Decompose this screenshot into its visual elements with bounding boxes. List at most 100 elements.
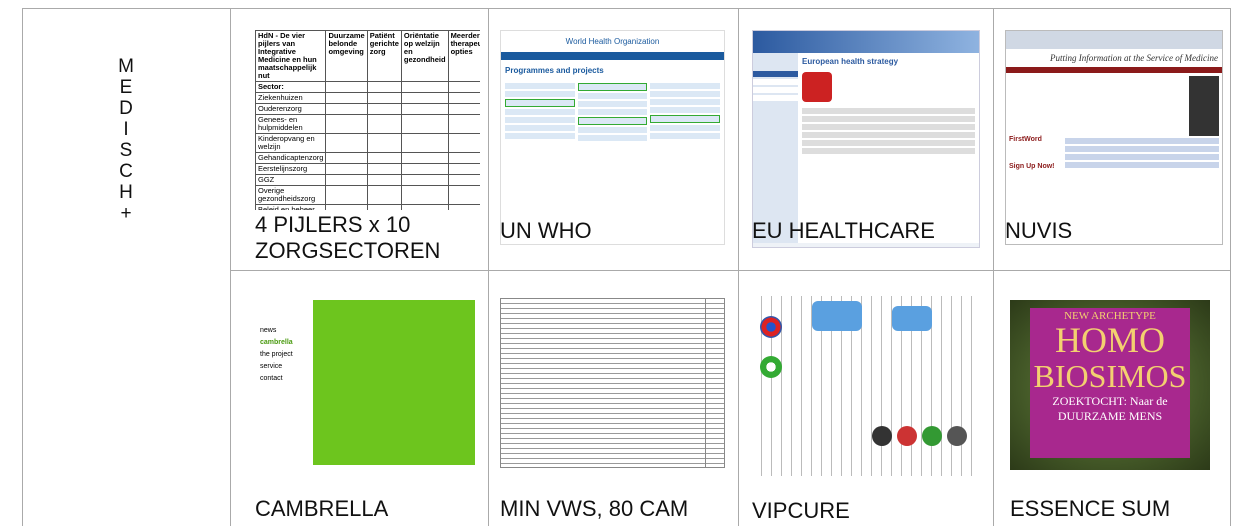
thumb-text: FirstWord: [1009, 136, 1042, 143]
row: Genees- en hulpmiddelen: [255, 114, 480, 134]
thumb-text: contact: [260, 375, 283, 382]
row-label: Ziekenhuizen: [255, 92, 327, 104]
caption: UN WHO: [500, 218, 592, 243]
empty-cell: [325, 204, 368, 210]
side-letter: +: [120, 203, 132, 224]
empty-cell: [325, 103, 368, 115]
empty-cell: [400, 204, 449, 210]
row-label: Gehandicaptenzorg: [255, 152, 327, 164]
empty-cell: [366, 133, 402, 153]
caption: VIPCURE: [752, 498, 850, 523]
pillar-table: HdN - De vier pijlers van Integrative Me…: [255, 30, 480, 210]
section-cell: Sector:: [255, 81, 327, 93]
empty-cell: [400, 174, 449, 186]
thumb-text: service: [260, 363, 283, 370]
side-letter: I: [123, 119, 129, 140]
row-label: Kinderopvang en welzijn: [255, 133, 327, 153]
row: Beleid en beheer: [255, 204, 480, 210]
border: [230, 8, 231, 526]
empty-cell: [447, 114, 480, 134]
row-label: Overige gezondheidszorg: [255, 185, 327, 205]
empty-cell: [366, 92, 402, 104]
row-label: Ouderenzorg: [255, 103, 327, 115]
empty-cell: [400, 163, 449, 175]
thumb-text: HOMO: [1054, 320, 1165, 360]
side-letter: E: [119, 77, 133, 98]
thumb-text: BIOSIMOS: [1033, 358, 1187, 394]
thumbnail: European health strategy: [752, 30, 980, 248]
empty-cell: [366, 81, 402, 93]
border: [993, 8, 994, 526]
empty-cell: [447, 152, 480, 164]
header-row: HdN - De vier pijlers van Integrative Me…: [255, 30, 480, 82]
side-label: M E D I S C H +: [22, 8, 230, 270]
empty-cell: [325, 81, 368, 93]
thumb-text: ZOEKTOCHT: Naar de: [1052, 394, 1168, 408]
thumbnail: HdN - De vier pijlers van Integrative Me…: [255, 30, 480, 210]
row-label: Eerstelijnszorg: [255, 163, 327, 175]
thumb-text: NEW ARCHETYPE: [1064, 310, 1156, 322]
empty-cell: [366, 114, 402, 134]
side-letter: M: [118, 56, 134, 77]
row: GGZ: [255, 174, 480, 186]
thumb-heading: Programmes and projects: [505, 66, 604, 75]
thumb-heading: Putting Information at the Service of Me…: [1050, 53, 1218, 63]
thumb-text: cambrella: [260, 339, 293, 346]
thumbnail: [752, 296, 978, 476]
caption: EU HEALTHCARE: [752, 218, 935, 243]
row-label: Beleid en beheer: [255, 204, 327, 210]
caption: CAMBRELLA: [255, 496, 389, 521]
thumbnail: Putting Information at the Service of Me…: [1005, 30, 1223, 245]
border: [738, 8, 739, 526]
header-cell: Patiënt gerichte zorg: [366, 30, 402, 82]
row-label: Genees- en hulpmiddelen: [255, 114, 327, 134]
thumbnail: NEW ARCHETYPE HOMO BIOSIMOS ZOEKTOCHT: N…: [1010, 300, 1210, 470]
caption: NUVIS: [1005, 218, 1073, 243]
empty-cell: [325, 92, 368, 104]
empty-cell: [325, 133, 368, 153]
border: [488, 8, 489, 526]
row: Kinderopvang en welzijn: [255, 133, 480, 153]
header-cell: Duurzame belonde omgeving: [325, 30, 368, 82]
border: [230, 270, 1230, 271]
empty-cell: [366, 185, 402, 205]
row: Overige gezondheidszorg: [255, 185, 480, 205]
section-row: Sector:: [255, 81, 480, 93]
thumb-text: the project: [260, 351, 293, 358]
thumbnail: news cambrella the project service conta…: [255, 300, 475, 465]
empty-cell: [447, 133, 480, 153]
empty-cell: [325, 114, 368, 134]
empty-cell: [400, 152, 449, 164]
thumb-heading: World Health Organization: [565, 37, 660, 46]
row: Ziekenhuizen: [255, 92, 480, 104]
border: [1230, 8, 1231, 526]
empty-cell: [366, 204, 402, 210]
caption: ESSENCE SUM: [1010, 496, 1171, 521]
row: Gehandicaptenzorg: [255, 152, 480, 164]
row-label: GGZ: [255, 174, 327, 186]
empty-cell: [366, 152, 402, 164]
empty-cell: [325, 174, 368, 186]
empty-cell: [400, 114, 449, 134]
empty-cell: [400, 103, 449, 115]
header-cell: Oriëntatie op welzijn en gezondheid: [400, 30, 449, 82]
thumb-heading: European health strategy: [802, 57, 899, 66]
thumbnail: World Health Organization Programmes and…: [500, 30, 725, 245]
empty-cell: [447, 174, 480, 186]
thumb-text: Sign Up Now!: [1009, 163, 1055, 170]
empty-cell: [325, 163, 368, 175]
empty-cell: [447, 103, 480, 115]
border: [22, 8, 1230, 9]
empty-cell: [400, 92, 449, 104]
empty-cell: [325, 152, 368, 164]
thumb-text: news: [260, 327, 277, 334]
empty-cell: [366, 103, 402, 115]
caption: MIN VWS, 80 CAM: [500, 496, 689, 521]
empty-cell: [447, 204, 480, 210]
border: [22, 8, 23, 526]
empty-cell: [325, 185, 368, 205]
empty-cell: [447, 81, 480, 93]
side-letter: C: [119, 161, 133, 182]
empty-cell: [447, 92, 480, 104]
